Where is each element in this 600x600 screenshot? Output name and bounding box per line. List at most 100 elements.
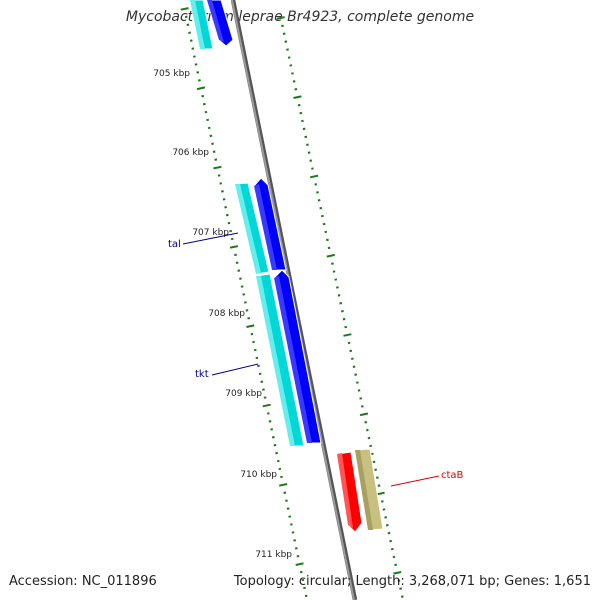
inner-track-minor-tick [280, 475, 283, 479]
inner-track-minor-tick [220, 190, 224, 193]
outer-track-major-tick [276, 16, 285, 20]
cds-feature-tal-cyan-shade [235, 184, 261, 274]
inner-track-minor-tick [250, 332, 254, 336]
inner-track-minor-tick [245, 309, 249, 312]
inner-track-minor-tick [303, 586, 306, 590]
inner-track-minor-tick [234, 253, 237, 257]
outer-track-minor-tick [284, 40, 288, 43]
outer-track-minor-tick [377, 484, 381, 487]
outer-track-minor-tick [347, 341, 351, 345]
inner-track-major-tick [246, 324, 255, 328]
gene-label-tal: tal [168, 239, 181, 250]
gene-leader-ctaB [390, 475, 440, 487]
outer-track-minor-tick [359, 397, 363, 400]
outer-track-minor-tick [390, 547, 394, 551]
outer-track-minor-tick [354, 373, 358, 376]
outer-track-minor-tick [322, 222, 326, 226]
inner-track-minor-tick [268, 420, 272, 423]
outer-track-minor-tick [301, 119, 304, 123]
tick-label-707: 707 kbp [192, 228, 229, 238]
cds-feature-ctaB-red-shade [337, 453, 353, 528]
outer-track-minor-tick [365, 428, 369, 432]
inner-track-minor-tick [201, 94, 205, 98]
inner-track-minor-tick [266, 412, 270, 415]
outer-tick-track [276, 16, 404, 598]
outer-track-minor-tick [342, 317, 346, 321]
inner-track-minor-tick [184, 15, 188, 19]
inner-track-major-tick [262, 403, 271, 408]
gene-leader-tal [182, 232, 239, 245]
outer-track-minor-tick [344, 325, 348, 329]
inner-track-minor-tick [189, 39, 193, 42]
outer-track-minor-tick [384, 516, 388, 519]
outer-track-minor-tick [340, 310, 344, 313]
gene-label-ctaB: ctaB [441, 470, 464, 481]
inner-track-minor-tick [286, 507, 290, 510]
outer-track-minor-tick [380, 500, 384, 503]
gene-label-tkt: tkt [195, 369, 209, 380]
outer-track-major-tick [326, 253, 335, 258]
outer-track-minor-tick [286, 48, 289, 51]
inner-track-major-tick [196, 86, 206, 91]
inner-track-minor-tick [283, 491, 287, 494]
outer-track-major-tick [293, 95, 302, 99]
tick-label-709: 709 kbp [225, 389, 262, 399]
outer-track-minor-tick [355, 381, 359, 384]
outer-track-minor-tick [304, 135, 308, 139]
outer-track-minor-tick [375, 476, 379, 479]
outer-track-minor-tick [372, 460, 376, 464]
outer-track-major-tick [309, 174, 319, 179]
cds-feature-blue-top-shade [207, 0, 224, 42]
inner-track-major-tick [213, 165, 222, 170]
cds-feature-ctaB-khaki-shade [355, 450, 373, 530]
outer-track-minor-tick [297, 103, 301, 107]
inner-track-minor-tick [247, 317, 251, 320]
inner-track-major-tick [295, 562, 304, 566]
cds-feature-cyan-top-shade [190, 0, 205, 49]
inner-track-major-tick [229, 245, 239, 249]
inner-track-minor-tick [211, 142, 214, 145]
inner-track-minor-tick [278, 467, 282, 471]
inner-tick-track [180, 7, 308, 598]
inner-track-minor-tick [229, 229, 233, 233]
outer-track-minor-tick [319, 206, 323, 210]
outer-track-major-tick [359, 412, 369, 417]
tick-label-708: 708 kbp [208, 309, 245, 319]
inner-track-major-tick [278, 483, 288, 487]
outer-track-minor-tick [330, 262, 334, 265]
inner-track-minor-tick [262, 388, 265, 391]
inner-track-minor-tick [188, 31, 191, 34]
tick-label-705: 705 kbp [153, 69, 190, 79]
outer-track-minor-tick [291, 72, 294, 75]
inner-track-minor-tick [235, 261, 239, 264]
inner-track-minor-tick [275, 451, 279, 455]
outer-track-minor-tick [335, 286, 339, 289]
outer-track-minor-tick [394, 563, 398, 567]
inner-track-minor-tick [299, 570, 303, 574]
inner-track-minor-tick [225, 213, 229, 217]
inner-track-minor-tick [212, 150, 216, 153]
outer-track-minor-tick [287, 56, 291, 59]
inner-track-minor-tick [304, 594, 308, 598]
outer-track-minor-tick [307, 151, 311, 154]
inner-track-minor-tick [273, 443, 277, 447]
inner-track-minor-tick [219, 182, 223, 185]
inner-track-minor-tick [239, 277, 242, 280]
outer-track-minor-tick [281, 24, 284, 28]
inner-track-minor-tick [193, 55, 196, 58]
tick-label-710: 710 kbp [240, 470, 277, 480]
inner-track-minor-tick [270, 428, 274, 431]
inner-track-minor-tick [291, 531, 295, 534]
inner-track-minor-tick [237, 269, 241, 272]
outer-track-minor-tick [332, 270, 336, 273]
inner-track-minor-tick [240, 285, 244, 288]
outer-track-minor-tick [357, 389, 361, 392]
outer-track-minor-tick [349, 349, 353, 353]
inner-track-minor-tick [196, 71, 200, 74]
outer-track-minor-tick [314, 183, 318, 186]
outer-track-minor-tick [334, 278, 338, 281]
cds-features [189, 0, 384, 533]
outer-track-minor-tick [309, 159, 313, 162]
outer-track-minor-tick [299, 111, 303, 115]
